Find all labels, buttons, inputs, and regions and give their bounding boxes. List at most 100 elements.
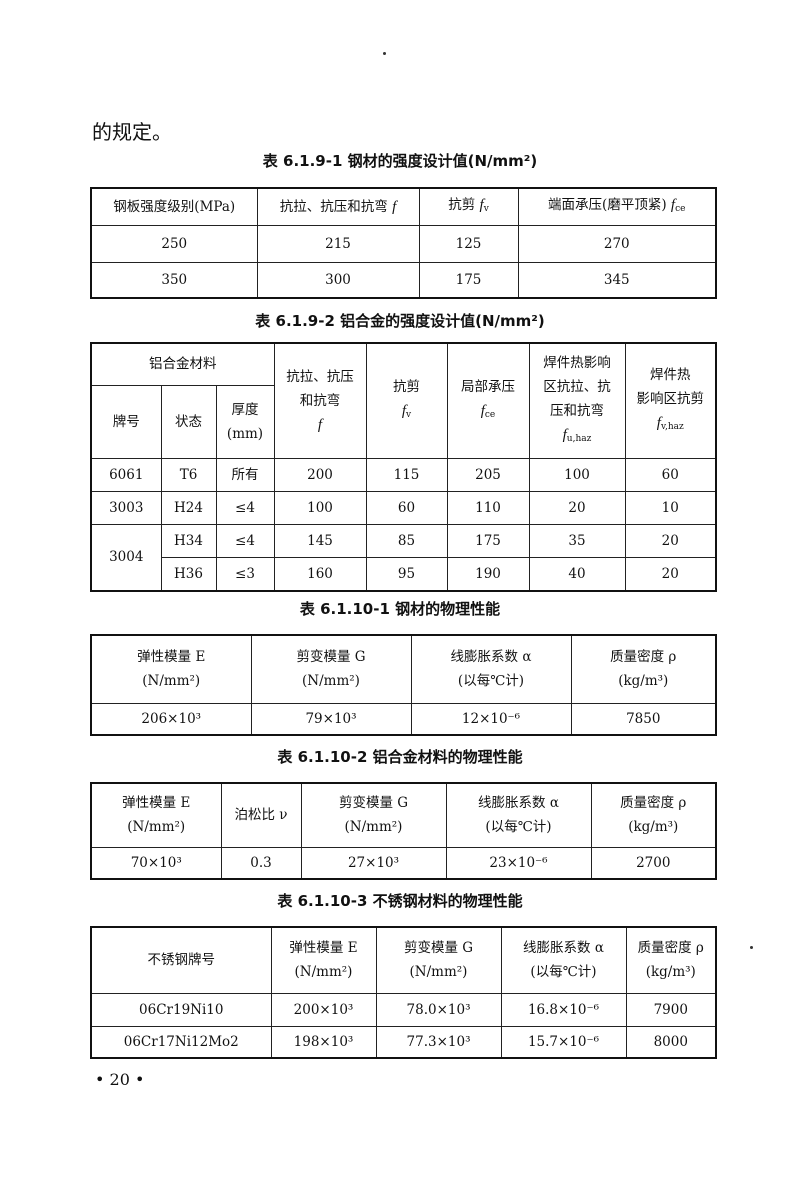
table-title: 表 6.1.10-2 铝合金材料的物理性能 xyxy=(277,748,523,766)
scan-speck xyxy=(750,946,753,949)
table-row: 206×10³ 79×10³ 12×10⁻⁶ 7850 xyxy=(90,702,717,736)
data-table: 不锈钢牌号 弹性模量 E (N/mm²) 剪变模量 G (N/mm²) 线膨胀系数 α (以… xyxy=(90,926,717,1059)
header-text: 泊松比 ν xyxy=(234,807,288,824)
table-title: 表 6.1.9-2 铝合金的强度设计值(N/mm²) xyxy=(255,312,545,330)
header-cell: 剪变模量 G (N/mm²) xyxy=(375,926,502,994)
table-cell: ≤4 xyxy=(215,490,275,525)
table-cell: 20 xyxy=(528,490,626,525)
table-row: 06Cr19Ni10 200×10³ 78.0×10³ 16.8×10⁻⁶ 7900 xyxy=(90,992,717,1027)
table-cell: 160 xyxy=(273,556,367,592)
header-text: 铝合金材料 xyxy=(149,356,217,373)
table-title: 表 6.1.9-1 钢材的强度设计值(N/mm²) xyxy=(262,152,538,170)
table-cell: 270 xyxy=(517,224,717,263)
header-row: 弹性模量 E (N/mm²) 泊松比 ν 剪变模量 G (N/mm²) 线膨胀系数 α (以… xyxy=(90,782,717,848)
header-text: (kg/m³) xyxy=(645,964,696,981)
header-cell: 抗拉、抗压和抗弯 f xyxy=(256,187,420,226)
table-title: 表 6.1.10-1 钢材的物理性能 xyxy=(299,600,501,618)
header-cell: 状态 xyxy=(160,384,217,459)
header-text: 端面承压(磨平顶紧) fce xyxy=(548,196,686,214)
symbol-subscript: v xyxy=(406,409,412,420)
symbol-letter: f xyxy=(562,426,567,443)
intro-text: 的规定。 xyxy=(92,120,172,144)
header-cell: 质量密度 ρ (kg/m³) xyxy=(590,782,717,848)
header-cell: 抗剪 fv xyxy=(418,187,519,226)
header-text: (N/mm²) xyxy=(409,964,468,981)
table-cell: 06Cr19Ni10 xyxy=(90,992,272,1027)
table-cell: 78.0×10³ xyxy=(375,992,502,1027)
header-text: (以每℃计) xyxy=(530,964,597,981)
table-row: 6061 T6 所有 200 115 205 100 60 xyxy=(90,457,717,492)
table-cell: ≤4 xyxy=(215,523,275,558)
symbol: fce xyxy=(671,197,686,214)
table-row: 70×10³ 0.3 27×10³ 23×10⁻⁶ 2700 xyxy=(90,846,717,880)
table-cell: 8000 xyxy=(625,1025,717,1059)
header-text: 厚度 xyxy=(231,401,259,418)
table-cell: 175 xyxy=(418,261,519,299)
header-cell: 焊件热影响 区抗拉、抗 压和抗弯 fu,haz xyxy=(528,342,626,459)
table-cell: H24 xyxy=(160,490,217,525)
table-cell: 206×10³ xyxy=(90,702,252,736)
header-text: 弹性模量 E xyxy=(289,940,358,957)
header-text: (N/mm²) xyxy=(294,964,353,981)
header-cell: 钢板强度级别(MPa) xyxy=(90,187,258,226)
header-text: 状态 xyxy=(175,413,202,430)
header-text: 抗剪 xyxy=(393,378,420,395)
header-cell: 剪变模量 G (N/mm²) xyxy=(300,782,447,848)
header-cell: 厚度 (mm) xyxy=(215,384,275,459)
header-text: 弹性模量 E xyxy=(122,795,191,812)
table-cell: 115 xyxy=(365,457,448,492)
table-cell: 200×10³ xyxy=(270,992,377,1027)
symbol-letter: f xyxy=(392,198,397,215)
header-text: (mm) xyxy=(226,425,264,442)
table-cell: 200 xyxy=(273,457,367,492)
table-cell: 345 xyxy=(517,261,717,299)
table-cell: 175 xyxy=(446,523,530,558)
header-cell: 焊件热影响区抗剪 fv,haz xyxy=(624,342,717,459)
header-text: 抗剪 fv xyxy=(448,196,489,214)
header-cell: 剪变模量 G (N/mm²) xyxy=(250,634,412,704)
table-cell: 95 xyxy=(365,556,448,592)
header-cell: 铝合金材料 xyxy=(90,342,275,386)
header-cell: 弹性模量 E (N/mm²) xyxy=(270,926,377,994)
table-row: 3004 H34 ≤4 145 85 175 35 20 xyxy=(90,523,717,592)
symbol-letter: f xyxy=(656,414,661,431)
header-cell: 牌号 xyxy=(90,384,162,459)
table-cell: 7900 xyxy=(625,992,717,1027)
header-text: 影响区抗剪 xyxy=(636,390,705,407)
table-row: 250 215 125 270 xyxy=(90,224,717,263)
header-text: (N/mm²) xyxy=(344,819,403,836)
header-cell: 弹性模量 E (N/mm²) xyxy=(90,634,252,704)
header-text: 和抗弯 xyxy=(299,392,341,409)
table-cell: 190 xyxy=(446,556,530,592)
table-cell: 60 xyxy=(624,457,717,492)
header-cell: 线膨胀系数 α (以每℃计) xyxy=(500,926,627,994)
table-cell: ≤3 xyxy=(215,556,275,592)
header-row: 弹性模量 E (N/mm²) 剪变模量 G (N/mm²) 线膨胀系数 α (以每℃计) 质… xyxy=(90,634,717,704)
header-text: 质量密度 ρ xyxy=(637,940,704,957)
table-cell: 77.3×10³ xyxy=(375,1025,502,1059)
table-row: 06Cr17Ni12Mo2 198×10³ 77.3×10³ 15.7×10⁻⁶ 800… xyxy=(90,1025,717,1059)
header-row: 铝合金材料 抗拉、抗压 和抗弯 f 抗剪 fv 局部承压 fce 焊件热影响 区抗拉、抗 压和抗弯 f… xyxy=(90,342,717,459)
table-cell: 70×10³ xyxy=(90,846,222,880)
table-cell: 20 xyxy=(624,556,717,592)
table-row: 3003 H24 ≤4 100 60 110 20 10 xyxy=(90,490,717,525)
table-cell: 145 xyxy=(273,523,367,558)
table-cell: 125 xyxy=(418,224,519,263)
table-cell: 06Cr17Ni12Mo2 xyxy=(90,1025,272,1059)
symbol-subscript: u,haz xyxy=(566,433,592,444)
table-cell: 300 xyxy=(256,261,420,299)
header-text: (N/mm²) xyxy=(302,673,360,690)
header-text: (N/mm²) xyxy=(142,673,201,690)
header-text: 弹性模量 E xyxy=(137,649,206,666)
symbol-subscript: v,haz xyxy=(660,421,684,432)
table-cell: 23×10⁻⁶ xyxy=(445,846,592,880)
header-cell: 质量密度 ρ (kg/m³) xyxy=(625,926,717,994)
table-cell: 7850 xyxy=(570,702,717,736)
header-text: 线膨胀系数 α xyxy=(450,649,532,666)
symbol: fv,haz xyxy=(626,411,716,439)
header-cell: 线膨胀系数 α (以每℃计) xyxy=(410,634,572,704)
header-text: 线膨胀系数 α xyxy=(478,795,559,812)
table-cell: 10 xyxy=(624,490,717,525)
header-text: 焊件热 xyxy=(650,366,691,383)
symbol-subscript: ce xyxy=(484,409,496,420)
